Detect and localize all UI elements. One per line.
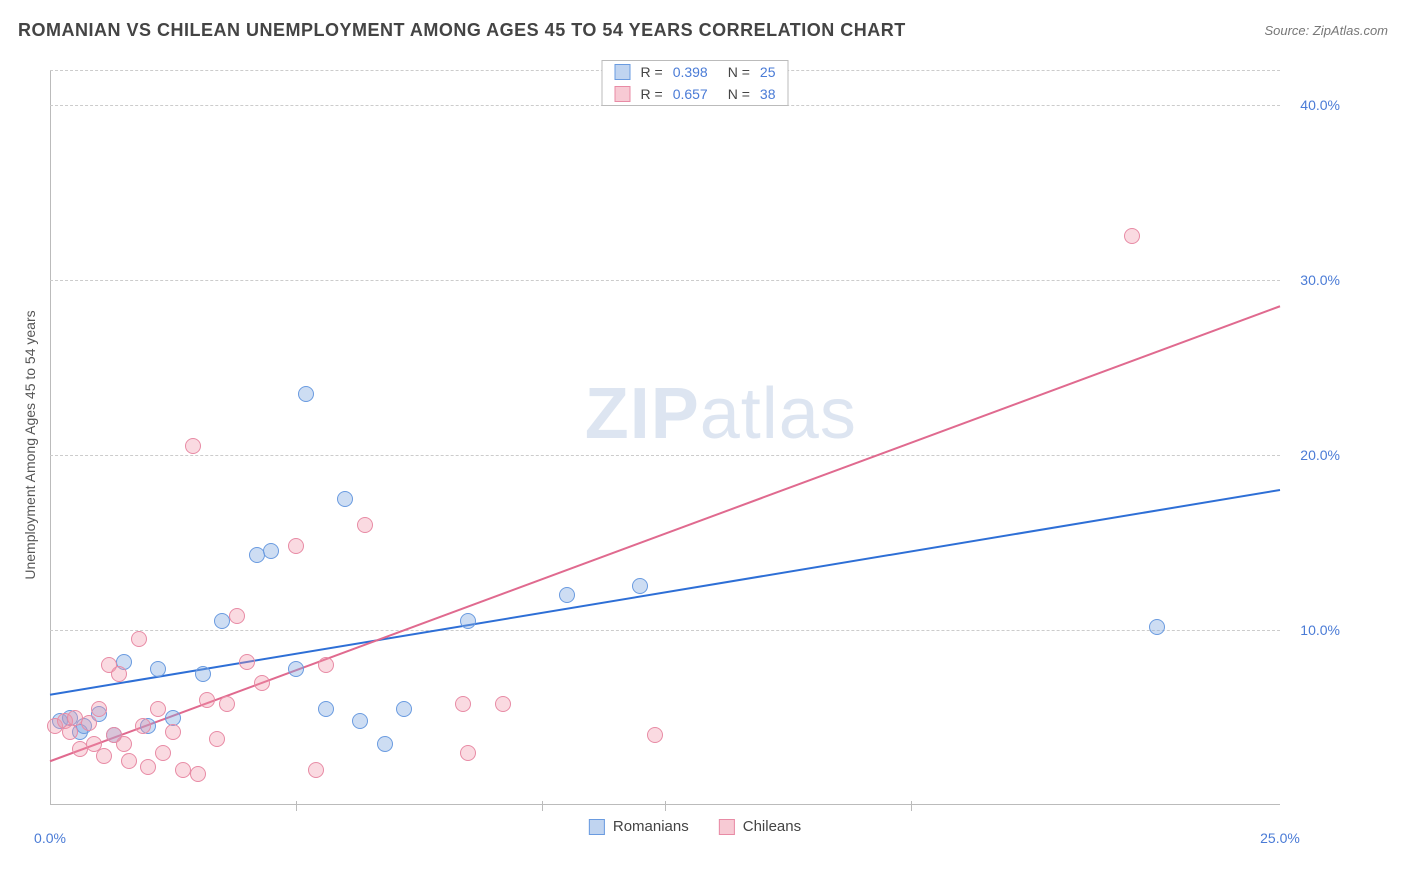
scatter-point-chileans xyxy=(150,701,166,717)
y-axis-line xyxy=(50,70,51,805)
scatter-point-chileans xyxy=(96,748,112,764)
legend-r-label: R = xyxy=(641,64,663,80)
x-tick-label: 25.0% xyxy=(1260,830,1300,846)
scatter-point-romanians xyxy=(396,701,412,717)
scatter-point-chileans xyxy=(318,657,334,673)
scatter-point-chileans xyxy=(357,517,373,533)
x-tick-label: 0.0% xyxy=(34,830,66,846)
gridline-h xyxy=(50,455,1280,456)
scatter-point-romanians xyxy=(150,661,166,677)
y-tick-label: 40.0% xyxy=(1300,97,1340,113)
legend-r-label: R = xyxy=(641,86,663,102)
scatter-point-chileans xyxy=(647,727,663,743)
trend-line-chileans xyxy=(50,306,1280,761)
legend-label-chileans: Chileans xyxy=(743,818,801,835)
x-tick-mark xyxy=(911,801,912,811)
scatter-point-chileans xyxy=(131,631,147,647)
scatter-point-chileans xyxy=(116,736,132,752)
scatter-point-chileans xyxy=(190,766,206,782)
gridline-h xyxy=(50,630,1280,631)
scatter-point-chileans xyxy=(308,762,324,778)
y-tick-label: 10.0% xyxy=(1300,622,1340,638)
series-legend: Romanians Chileans xyxy=(589,818,801,835)
scatter-point-romanians xyxy=(288,661,304,677)
scatter-point-chileans xyxy=(111,666,127,682)
chart-header: ROMANIAN VS CHILEAN UNEMPLOYMENT AMONG A… xyxy=(18,20,1388,41)
y-tick-label: 30.0% xyxy=(1300,272,1340,288)
x-tick-mark xyxy=(542,801,543,811)
y-axis-label: Unemployment Among Ages 45 to 54 years xyxy=(22,310,38,579)
chart-title: ROMANIAN VS CHILEAN UNEMPLOYMENT AMONG A… xyxy=(18,20,906,41)
scatter-point-romanians xyxy=(298,386,314,402)
scatter-point-chileans xyxy=(121,753,137,769)
legend-r-val-0: 0.398 xyxy=(673,64,708,80)
correlation-legend: R = 0.398 N = 25 R = 0.657 N = 38 xyxy=(602,60,789,106)
scatter-point-chileans xyxy=(219,696,235,712)
legend-r-val-1: 0.657 xyxy=(673,86,708,102)
scatter-point-chileans xyxy=(140,759,156,775)
legend-n-label: N = xyxy=(728,64,750,80)
scatter-point-romanians xyxy=(195,666,211,682)
x-tick-mark xyxy=(665,801,666,811)
scatter-point-chileans xyxy=(165,724,181,740)
scatter-point-chileans xyxy=(185,438,201,454)
scatter-point-chileans xyxy=(460,745,476,761)
chart-area: Unemployment Among Ages 45 to 54 years 1… xyxy=(50,60,1340,830)
scatter-point-romanians xyxy=(214,613,230,629)
swatch-blue xyxy=(615,64,631,80)
watermark-light: atlas xyxy=(700,374,857,454)
source-attribution: Source: ZipAtlas.com xyxy=(1264,23,1388,38)
scatter-point-chileans xyxy=(199,692,215,708)
watermark-bold: ZIP xyxy=(585,374,700,454)
swatch-blue xyxy=(589,819,605,835)
scatter-point-chileans xyxy=(155,745,171,761)
scatter-point-chileans xyxy=(67,710,83,726)
legend-entry-chileans: Chileans xyxy=(719,818,801,835)
scatter-point-romanians xyxy=(318,701,334,717)
legend-row-romanians: R = 0.398 N = 25 xyxy=(603,61,788,83)
scatter-point-chileans xyxy=(254,675,270,691)
scatter-point-romanians xyxy=(337,491,353,507)
legend-n-val-0: 25 xyxy=(760,64,776,80)
scatter-point-chileans xyxy=(1124,228,1140,244)
trend-lines xyxy=(50,60,1340,830)
gridline-h xyxy=(50,280,1280,281)
scatter-point-chileans xyxy=(288,538,304,554)
scatter-point-romanians xyxy=(263,543,279,559)
legend-label-romanians: Romanians xyxy=(613,818,689,835)
scatter-point-chileans xyxy=(91,701,107,717)
scatter-point-chileans xyxy=(72,741,88,757)
y-tick-label: 20.0% xyxy=(1300,447,1340,463)
scatter-point-romanians xyxy=(249,547,265,563)
trend-line-romanians xyxy=(50,490,1280,695)
scatter-point-romanians xyxy=(352,713,368,729)
legend-n-val-1: 38 xyxy=(760,86,776,102)
scatter-point-chileans xyxy=(495,696,511,712)
scatter-point-chileans xyxy=(175,762,191,778)
scatter-point-romanians xyxy=(377,736,393,752)
scatter-point-romanians xyxy=(460,613,476,629)
swatch-pink xyxy=(719,819,735,835)
scatter-point-chileans xyxy=(455,696,471,712)
scatter-point-romanians xyxy=(1149,619,1165,635)
scatter-point-chileans xyxy=(229,608,245,624)
scatter-point-chileans xyxy=(135,718,151,734)
swatch-pink xyxy=(615,86,631,102)
scatter-point-romanians xyxy=(559,587,575,603)
scatter-point-chileans xyxy=(209,731,225,747)
scatter-point-romanians xyxy=(632,578,648,594)
legend-row-chileans: R = 0.657 N = 38 xyxy=(603,83,788,105)
scatter-point-chileans xyxy=(81,715,97,731)
legend-entry-romanians: Romanians xyxy=(589,818,689,835)
scatter-point-chileans xyxy=(239,654,255,670)
watermark: ZIPatlas xyxy=(585,373,857,455)
legend-n-label: N = xyxy=(728,86,750,102)
x-tick-mark xyxy=(296,801,297,811)
scatter-point-chileans xyxy=(62,724,78,740)
